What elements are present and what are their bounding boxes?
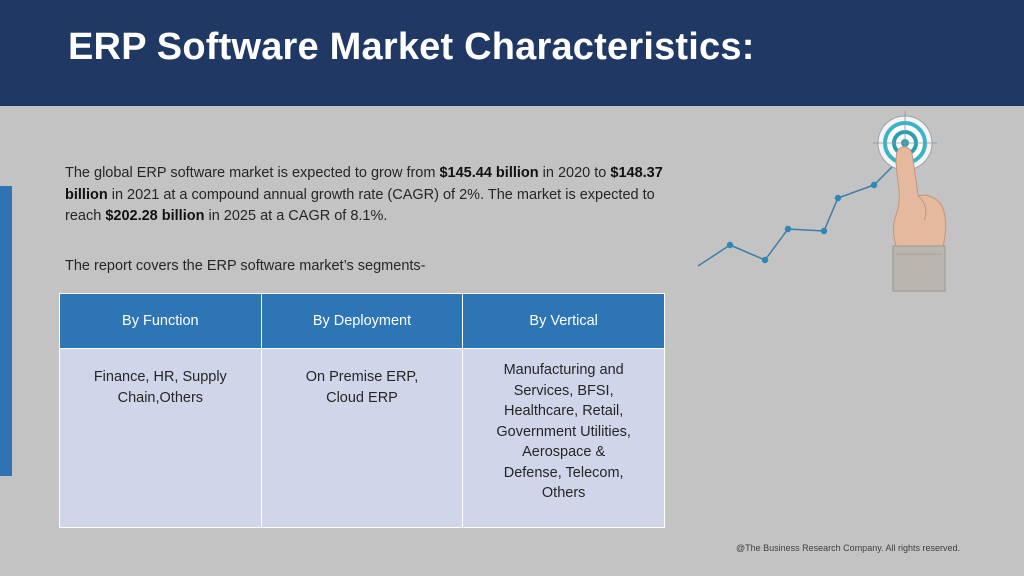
header-bar: ERP Software Market Characteristics:: [0, 0, 1024, 106]
hand-icon: [892, 146, 947, 292]
value-2021: $148.37 billion: [65, 165, 663, 203]
header-by-deployment: By Deployment: [260, 293, 464, 349]
copyright-footer: @The Business Research Company. All righ…: [736, 543, 961, 553]
intro-text-3: in 2021 at a compound annual growth rate…: [65, 186, 655, 225]
deployment-values: On Premise ERP, Cloud ERP: [305, 369, 419, 406]
segments-intro-text: The report covers the ERP software marke…: [65, 258, 426, 274]
table-header-row: By Function By Deployment By Vertical: [59, 293, 665, 349]
vertical-cell: Manufacturing and Services, BFSI, Health…: [462, 348, 665, 528]
intro-text-1: The global ERP software market is expect…: [65, 165, 440, 181]
intro-text-2: in 2020 to: [538, 165, 611, 181]
side-accent-bar: [0, 186, 12, 476]
header-by-vertical: By Vertical: [462, 293, 665, 349]
market-intro-paragraph: The global ERP software market is expect…: [65, 163, 675, 228]
value-2025: $202.28 billion: [105, 208, 205, 224]
header-by-function: By Function: [59, 293, 262, 349]
segments-table: By Function By Deployment By Vertical Fi…: [59, 293, 665, 528]
growth-points: [726, 181, 878, 264]
function-cell: Finance, HR, Supply Chain,Others: [59, 348, 262, 528]
growth-line: [697, 163, 896, 267]
deployment-cell: On Premise ERP, Cloud ERP: [260, 348, 464, 528]
target-touch-growth-icon: [697, 111, 947, 292]
value-2020: $145.44 billion: [439, 165, 539, 181]
function-values: Finance, HR, Supply Chain,Others: [93, 369, 227, 406]
table-row: Finance, HR, Supply Chain,Others On Prem…: [59, 348, 665, 528]
intro-text-4: in 2025 at a CAGR of 8.1%.: [204, 208, 388, 224]
page-title: ERP Software Market Characteristics:: [68, 26, 755, 68]
vertical-values: Manufacturing and Services, BFSI, Health…: [496, 362, 631, 501]
